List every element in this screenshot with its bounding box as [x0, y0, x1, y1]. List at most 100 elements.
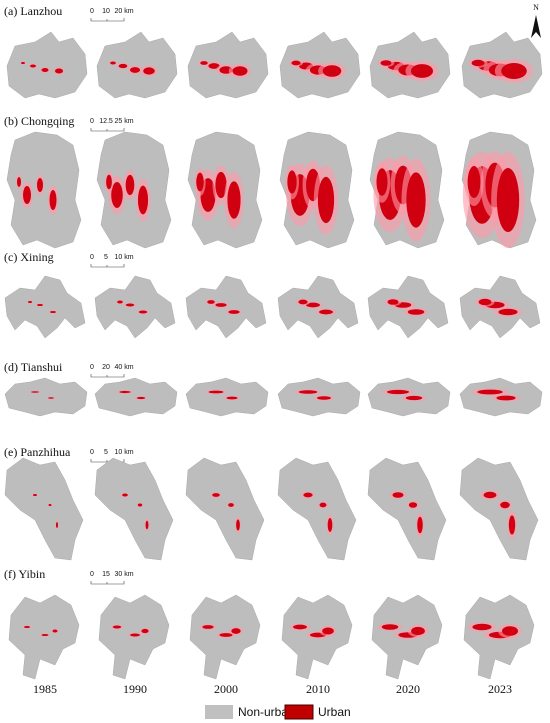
- urban-area: [37, 178, 43, 192]
- urban-area: [52, 629, 58, 633]
- urban-area: [23, 186, 31, 204]
- urban-area: [200, 61, 208, 65]
- city-map: [4, 275, 86, 339]
- urban-area: [122, 493, 128, 497]
- urban-area: [405, 395, 423, 401]
- city-map: [8, 594, 80, 680]
- scale-label: 12.5: [99, 118, 113, 125]
- urban-area: [49, 190, 57, 210]
- urban-area: [483, 491, 497, 499]
- city-map: [98, 594, 170, 680]
- city-map: [461, 131, 537, 249]
- city-map: [367, 457, 447, 561]
- urban-area: [322, 627, 334, 635]
- urban-area: [291, 60, 301, 66]
- nonurban-area: [6, 131, 82, 249]
- nonurban-area: [6, 31, 88, 99]
- nonurban-area: [4, 457, 84, 561]
- urban-area: [17, 177, 21, 187]
- city-map: [185, 377, 269, 417]
- city-map: [369, 31, 451, 99]
- urban-area: [472, 623, 492, 631]
- urban-area: [496, 168, 520, 232]
- panel-label: (b) Chongqing: [4, 114, 74, 128]
- urban-area: [477, 389, 503, 395]
- urban-area: [37, 304, 43, 306]
- city-map: [6, 31, 88, 99]
- urban-area: [215, 303, 227, 307]
- city-map: [96, 31, 178, 99]
- city-map: [277, 275, 359, 339]
- year-label: 1985: [33, 682, 57, 696]
- urban-area: [112, 625, 122, 629]
- year-label: 2020: [396, 682, 420, 696]
- urban-area: [56, 522, 58, 528]
- urban-area: [145, 520, 149, 530]
- urban-area: [208, 63, 220, 69]
- scale-label: 5: [104, 254, 108, 261]
- year-label: 1990: [123, 682, 147, 696]
- urban-area: [306, 302, 320, 308]
- urban-area: [118, 63, 128, 69]
- urban-area: [111, 182, 123, 208]
- scale-label: 10 km: [114, 254, 133, 261]
- city-map: [367, 275, 449, 339]
- urban-area: [417, 516, 423, 534]
- urban-area: [236, 519, 240, 531]
- city-map: [459, 377, 543, 417]
- scale-bar: [90, 264, 125, 268]
- scale-label: 0: [90, 571, 94, 578]
- nonurban-area: [96, 31, 178, 99]
- urban-area: [129, 67, 141, 73]
- urban-area: [467, 166, 481, 198]
- nonurban-area: [459, 457, 539, 561]
- nonurban-area: [8, 594, 80, 680]
- urban-area: [317, 176, 335, 224]
- year-label: 2010: [306, 682, 330, 696]
- urban-area: [117, 300, 123, 304]
- scale-label: 0: [90, 364, 94, 371]
- city-map: [461, 31, 543, 99]
- scale-bar: [90, 581, 125, 585]
- map-grid: (a) Lanzhou 0 10 20 km (b) Chongqing 0 12.5 25 …: [4, 4, 543, 696]
- north-arrow: N: [531, 3, 541, 38]
- urban-area: [287, 170, 297, 194]
- urban-area: [33, 494, 37, 496]
- city-map: [459, 457, 539, 561]
- legend-swatch-nonurban: [205, 705, 233, 719]
- urban-area: [471, 59, 485, 67]
- scale-label: 25 km: [114, 118, 133, 125]
- urban-area: [411, 626, 425, 636]
- urban-area: [381, 624, 399, 630]
- urban-area: [322, 65, 342, 77]
- city-map: [369, 131, 445, 249]
- urban-area: [496, 395, 516, 401]
- scale-bar: [90, 374, 125, 378]
- urban-area: [41, 68, 49, 72]
- urban-area: [319, 309, 333, 315]
- urban-area: [24, 626, 30, 628]
- urban-area: [376, 168, 388, 196]
- scale-label: 20 km: [114, 8, 133, 15]
- urban-area: [215, 171, 227, 199]
- city-map: [367, 377, 451, 417]
- urban-area: [219, 633, 233, 637]
- scale-label: 0: [90, 118, 94, 125]
- urban-area: [303, 492, 313, 498]
- urban-area: [106, 174, 112, 190]
- city-map: [371, 594, 443, 680]
- urban-area: [48, 397, 54, 399]
- urban-area: [136, 396, 146, 400]
- city-map: [277, 457, 357, 561]
- urban-area: [55, 68, 63, 74]
- scale-label: 30 km: [114, 571, 133, 578]
- urban-area: [231, 628, 241, 634]
- urban-area: [408, 502, 418, 508]
- nonurban-area: [277, 457, 357, 561]
- urban-area: [125, 303, 135, 307]
- legend: Non-urban Urban: [205, 704, 351, 720]
- city-map: [94, 377, 178, 417]
- scale-label: 10: [102, 8, 110, 15]
- urban-area: [386, 389, 410, 395]
- urban-area: [407, 309, 425, 315]
